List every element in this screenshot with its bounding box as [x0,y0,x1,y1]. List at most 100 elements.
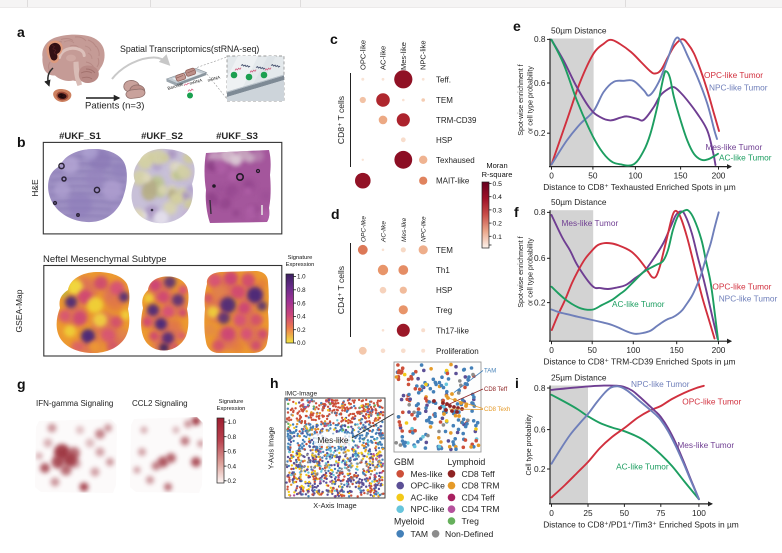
svg-text:Non-Defined: Non-Defined [445,529,493,539]
svg-text:#UKF_S1: #UKF_S1 [59,131,101,142]
svg-text:Spot-wise enrichment f: Spot-wise enrichment f [518,64,525,135]
svg-text:0.1: 0.1 [493,234,503,241]
svg-text:H&E: H&E [30,179,40,197]
svg-text:HSP: HSP [436,286,452,295]
svg-text:or cell type probability: or cell type probability [528,66,535,134]
svg-text:1.0: 1.0 [228,419,237,426]
svg-text:OPC-like Tumor: OPC-like Tumor [682,397,741,407]
svg-text:OPC-like Tumor: OPC-like Tumor [704,70,763,80]
svg-text:b: b [17,134,26,150]
svg-text:25µm Distance: 25µm Distance [551,373,607,383]
svg-text:Mes-like Tumor: Mes-like Tumor [677,440,734,450]
svg-text:0: 0 [549,508,554,518]
svg-text:100: 100 [626,345,640,355]
svg-text:Spatial Transcriptomics(stRNA-: Spatial Transcriptomics(stRNA-seq) [120,44,259,54]
svg-text:50: 50 [588,171,598,181]
svg-text:Mes-like: Mes-like [318,435,349,445]
svg-text:0.6: 0.6 [534,253,546,263]
svg-text:AC-like: AC-like [411,492,439,502]
svg-text:Th17-like: Th17-like [436,326,469,335]
svg-text:Treg: Treg [436,306,452,315]
svg-text:CD8⁺ T cells: CD8⁺ T cells [336,96,346,144]
svg-text:Mes-like Tumor: Mes-like Tumor [706,142,763,152]
svg-text:Mes-like: Mes-like [401,217,408,242]
svg-text:AC-like: AC-like [381,221,388,243]
svg-text:Signature: Signature [288,255,313,261]
svg-text:NPC-like: NPC-like [411,504,445,514]
svg-text:OPC-like: OPC-like [358,40,367,70]
svg-text:Distance to CD8⁺ Texhausted En: Distance to CD8⁺ Texhausted Enriched Spo… [543,182,736,192]
svg-text:CD8 Teff: CD8 Teff [462,469,496,479]
svg-text:Barcode: Barcode [167,81,185,91]
svg-text:OPC-like Tumor: OPC-like Tumor [712,282,771,292]
svg-text:NPC-like: NPC-like [419,40,428,70]
svg-text:0.4: 0.4 [228,463,237,470]
svg-text:e: e [513,18,521,34]
svg-text:Th1: Th1 [436,266,450,275]
svg-text:CD8 TRM: CD8 TRM [462,481,500,491]
svg-text:Neftel Mesenchymal Subtype: Neftel Mesenchymal Subtype [43,254,167,265]
svg-text:0.6: 0.6 [297,300,306,307]
svg-text:0.8: 0.8 [534,383,546,393]
svg-text:CD4 Teff: CD4 Teff [462,492,496,502]
svg-text:CD4 TRM: CD4 TRM [462,504,500,514]
svg-text:0.8: 0.8 [297,287,306,294]
svg-text:200: 200 [712,171,726,181]
svg-text:IFN-gamma Signaling: IFN-gamma Signaling [36,399,113,408]
svg-text:0.2: 0.2 [534,297,546,307]
svg-text:Texhaused: Texhaused [436,156,475,165]
svg-text:150: 150 [670,345,684,355]
svg-text:d: d [331,206,340,222]
svg-text:25: 25 [583,508,593,518]
svg-text:CD8 Teff: CD8 Teff [484,387,507,393]
svg-text:Distance to CD8⁺/PD1⁺/Tim3⁺ En: Distance to CD8⁺/PD1⁺/Tim3⁺ Enriched Spo… [543,519,739,529]
svg-text:0.3: 0.3 [493,207,503,214]
svg-text:i: i [515,375,519,391]
svg-text:TRM-CD39: TRM-CD39 [436,116,477,125]
svg-text:AC-like: AC-like [379,46,388,70]
svg-text:AC-like Tumor: AC-like Tumor [612,299,665,309]
svg-text:Cell type probability: Cell type probability [526,414,533,476]
svg-text:100: 100 [692,508,706,518]
svg-text:Treg: Treg [462,516,480,526]
svg-text:200: 200 [712,345,726,355]
svg-text:TEM: TEM [436,96,453,105]
svg-text:#UKF_S3: #UKF_S3 [216,131,258,142]
svg-text:HSP: HSP [436,136,452,145]
svg-text:Proliferation: Proliferation [436,347,479,356]
svg-text:Mes-like Tumor: Mes-like Tumor [562,218,619,228]
svg-text:AC-like Tumor: AC-like Tumor [616,462,669,472]
svg-text:CD4⁺ T cells: CD4⁺ T cells [336,266,346,314]
svg-text:0.2: 0.2 [534,128,546,138]
svg-text:0: 0 [549,171,554,181]
svg-text:1.0: 1.0 [297,274,306,281]
svg-text:NPC-like Tumor: NPC-like Tumor [631,379,690,389]
svg-text:MAIT-like: MAIT-like [436,177,470,186]
svg-text:TAM: TAM [484,369,496,375]
svg-text:Mes-like: Mes-like [399,42,408,70]
svg-text:X-Axis Image: X-Axis Image [313,501,356,510]
svg-text:mRNA: mRNA [207,75,221,83]
svg-text:0.6: 0.6 [534,424,546,434]
svg-text:#UKF_S2: #UKF_S2 [141,131,183,142]
svg-text:CCL2 Signaling: CCL2 Signaling [132,399,188,408]
svg-text:0.2: 0.2 [534,464,546,474]
svg-text:NPC-like Tumor: NPC-like Tumor [719,294,778,304]
svg-text:Mes-like: Mes-like [411,469,443,479]
svg-text:0.8: 0.8 [228,434,237,441]
svg-text:a: a [17,24,25,40]
svg-text:Expression: Expression [217,406,246,412]
svg-text:Signature: Signature [219,399,244,405]
svg-text:0.6: 0.6 [228,449,237,456]
svg-text:0.2: 0.2 [493,221,503,228]
svg-text:0.0: 0.0 [297,340,306,347]
svg-text:R-square: R-square [482,170,513,179]
svg-text:GSEA-Map: GSEA-Map [14,289,24,332]
svg-text:0.4: 0.4 [493,194,503,201]
svg-text:50: 50 [620,508,630,518]
svg-text:50µm Distance: 50µm Distance [551,197,607,207]
svg-text:TAM: TAM [411,529,429,539]
svg-text:AC-like Tumor: AC-like Tumor [719,152,772,162]
svg-text:Y-Axis Image: Y-Axis Image [267,427,276,470]
svg-text:50µm Distance: 50µm Distance [551,26,607,36]
